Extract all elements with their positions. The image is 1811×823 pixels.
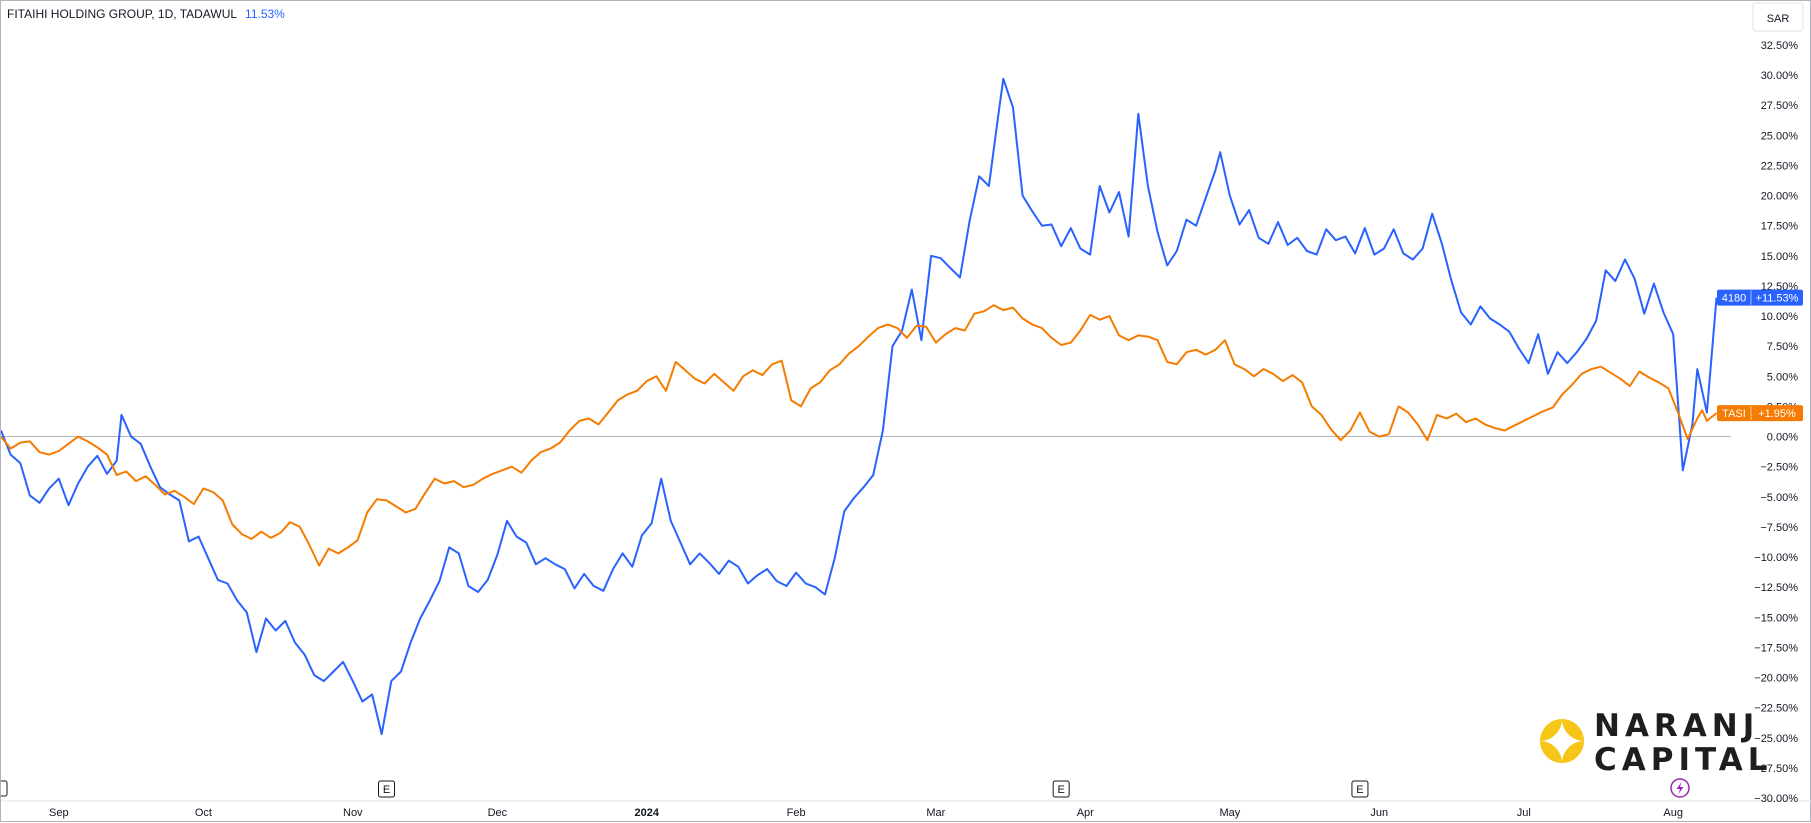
- currency-label: SAR: [1767, 13, 1790, 25]
- x-tick-label: May: [1219, 807, 1240, 819]
- y-tick-label: −25.00%: [1754, 733, 1798, 745]
- y-tick-label: 7.50%: [1767, 341, 1798, 353]
- earnings-event-marker[interactable]: [378, 780, 396, 798]
- y-tick-label: −5.00%: [1760, 492, 1798, 504]
- x-tick-label: Jul: [1517, 807, 1531, 819]
- series-line-4180[interactable]: [1, 77, 1718, 736]
- y-tick-label: 20.00%: [1761, 191, 1799, 203]
- y-tick-label: −30.00%: [1754, 793, 1798, 805]
- series-badge-name: 4180: [1722, 293, 1746, 305]
- x-tick-label: Oct: [195, 807, 212, 819]
- y-tick-label: −22.50%: [1754, 703, 1798, 715]
- x-tick-label: Feb: [787, 807, 806, 819]
- y-tick-label: −10.00%: [1754, 552, 1798, 564]
- naranj-logo-icon: [1540, 719, 1584, 763]
- x-tick-label: 2024: [634, 807, 659, 819]
- earnings-event-marker[interactable]: [1351, 780, 1369, 798]
- earnings-event-label: E: [1057, 784, 1064, 796]
- logo-text-line1: NARANJ: [1594, 708, 1759, 744]
- y-tick-label: 10.00%: [1761, 311, 1799, 323]
- x-tick-label: Mar: [926, 807, 945, 819]
- x-tick-label: Aug: [1663, 807, 1683, 819]
- series-badge-value: +11.53%: [1756, 293, 1799, 305]
- y-tick-label: −2.50%: [1760, 462, 1798, 474]
- y-tick-label: 22.50%: [1761, 160, 1799, 172]
- time-axis[interactable]: Sep Oct Nov Dec 2024 Feb Mar Apr May Jun Jul Aug: [49, 807, 1683, 819]
- series-line-tasi[interactable]: [1, 304, 1718, 567]
- y-tick-label: 27.50%: [1761, 100, 1799, 112]
- currency-button[interactable]: [1752, 2, 1804, 32]
- y-tick-label: 32.50%: [1761, 40, 1799, 52]
- y-tick-label: −15.00%: [1754, 612, 1798, 624]
- x-tick-label: Jun: [1370, 807, 1388, 819]
- y-tick-label: 30.00%: [1761, 70, 1799, 82]
- y-tick-label: 15.00%: [1761, 251, 1799, 263]
- x-tick-label: Nov: [343, 807, 363, 819]
- y-tick-label: −7.50%: [1760, 522, 1798, 534]
- y-tick-label: 25.00%: [1761, 130, 1799, 142]
- x-tick-label: Apr: [1077, 807, 1094, 819]
- price-axis[interactable]: 32.50% 30.00% 27.50% 25.00% 22.50% 20.00% 17.5…: [1754, 40, 1798, 805]
- earnings-event-label: E: [1356, 784, 1363, 796]
- x-tick-label: Dec: [488, 807, 508, 819]
- series-badge-tasi: [1717, 405, 1803, 422]
- series-badge-value: +1.95%: [1758, 408, 1796, 420]
- earnings-event-label: E: [383, 784, 390, 796]
- left-edge-marker[interactable]: [1, 780, 8, 797]
- y-tick-label: −27.50%: [1754, 763, 1798, 775]
- y-tick-label: −12.50%: [1754, 582, 1798, 594]
- x-tick-label: Sep: [49, 807, 69, 819]
- y-tick-label: −17.50%: [1754, 642, 1798, 654]
- naranj-capital-logo: NARANJ CAPITAL: [1540, 708, 1772, 778]
- series-badge-4180: [1717, 289, 1803, 306]
- lightning-icon[interactable]: [1670, 778, 1690, 798]
- y-tick-label: 0.00%: [1767, 432, 1798, 444]
- y-tick-label: 17.50%: [1761, 221, 1799, 233]
- y-tick-label: −20.00%: [1754, 673, 1798, 685]
- chart-change-value: 11.53%: [245, 7, 285, 21]
- series-badge-name: TASI: [1722, 408, 1746, 420]
- chart-title: FITAIHI HOLDING GROUP, 1D, TADAWUL: [7, 7, 237, 21]
- earnings-event-marker[interactable]: [1052, 780, 1070, 798]
- logo-text-line2: CAPITAL: [1594, 742, 1772, 778]
- y-tick-label: 5.00%: [1767, 371, 1798, 383]
